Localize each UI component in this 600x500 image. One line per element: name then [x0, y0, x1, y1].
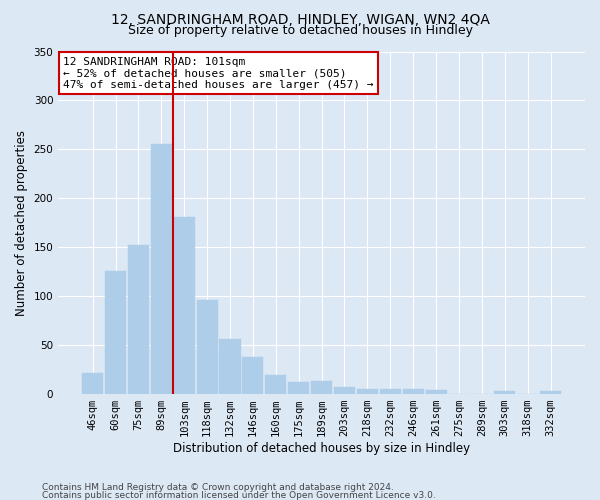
X-axis label: Distribution of detached houses by size in Hindley: Distribution of detached houses by size … — [173, 442, 470, 455]
Bar — [265, 376, 286, 394]
Bar — [242, 357, 263, 394]
Bar — [380, 389, 401, 394]
Bar — [173, 217, 195, 394]
Text: Contains HM Land Registry data © Crown copyright and database right 2024.: Contains HM Land Registry data © Crown c… — [42, 484, 394, 492]
Bar — [334, 387, 355, 394]
Bar — [288, 382, 309, 394]
Bar — [82, 372, 103, 394]
Bar — [128, 246, 149, 394]
Bar — [540, 391, 561, 394]
Text: Contains public sector information licensed under the Open Government Licence v3: Contains public sector information licen… — [42, 490, 436, 500]
Text: Size of property relative to detached houses in Hindley: Size of property relative to detached ho… — [128, 24, 473, 37]
Bar — [197, 300, 218, 394]
Bar — [494, 391, 515, 394]
Text: 12 SANDRINGHAM ROAD: 101sqm
← 52% of detached houses are smaller (505)
47% of se: 12 SANDRINGHAM ROAD: 101sqm ← 52% of det… — [64, 56, 374, 90]
Bar — [105, 271, 126, 394]
Bar — [151, 144, 172, 394]
Bar — [311, 382, 332, 394]
Y-axis label: Number of detached properties: Number of detached properties — [15, 130, 28, 316]
Bar — [425, 390, 446, 394]
Bar — [403, 389, 424, 394]
Bar — [357, 389, 378, 394]
Text: 12, SANDRINGHAM ROAD, HINDLEY, WIGAN, WN2 4QA: 12, SANDRINGHAM ROAD, HINDLEY, WIGAN, WN… — [110, 12, 490, 26]
Bar — [220, 340, 241, 394]
